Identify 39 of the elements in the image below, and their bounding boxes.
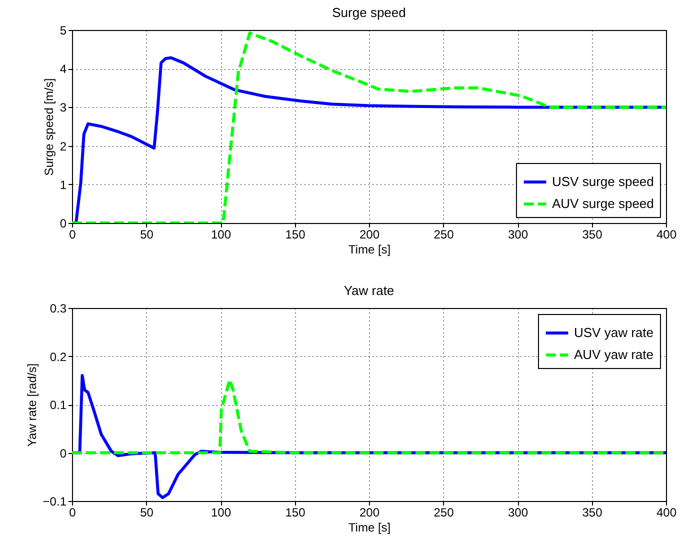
x-tick-label: 100 (210, 506, 232, 520)
x-tick-label: 50 (140, 228, 154, 242)
y-tick-label: 1 (60, 178, 67, 192)
x-tick-label: 0 (69, 506, 76, 520)
x-axis-title: Time [s] (348, 242, 391, 256)
x-tick-label: 300 (508, 506, 528, 520)
legend-label: AUV surge speed (552, 196, 654, 211)
y-tick-label: 0 (60, 216, 67, 230)
y-tick-label: 2 (60, 139, 67, 154)
x-tick-label: 250 (434, 228, 454, 242)
y-tick-label: 0.1 (50, 398, 67, 412)
x-tick-label: 200 (359, 228, 380, 242)
x-tick-label: 350 (582, 228, 603, 242)
y-tick-label: 0 (60, 446, 67, 460)
x-tick-label: 150 (285, 228, 306, 242)
x-tick-label: 50 (140, 506, 154, 520)
y-tick-label: 3 (60, 100, 67, 115)
x-axis-title: Time [s] (348, 520, 391, 534)
chart-title: Yaw rate (344, 283, 394, 298)
x-tick-label: 150 (285, 506, 306, 520)
legend-label: USV yaw rate (574, 325, 654, 340)
legend-label: USV surge speed (552, 174, 654, 189)
x-tick-label: 0 (69, 228, 76, 242)
legend-label: AUV yaw rate (574, 347, 654, 362)
y-tick-label: 5 (60, 24, 67, 38)
y-axis-title: Yaw rate [rad/s] (24, 363, 39, 447)
y-tick-label: −0.1 (42, 494, 67, 508)
y-tick-label: 4 (60, 62, 67, 76)
chart-title: Surge speed (332, 5, 406, 20)
x-tick-label: 400 (656, 228, 677, 242)
x-tick-label: 250 (434, 506, 454, 520)
y-tick-label: 0.3 (50, 302, 67, 316)
y-tick-label: 0.2 (50, 350, 67, 364)
x-tick-label: 200 (359, 506, 380, 520)
y-axis-title: Surge speed [m/s] (42, 78, 56, 176)
x-tick-label: 400 (656, 506, 677, 520)
x-tick-label: 300 (508, 228, 528, 242)
x-tick-label: 100 (210, 228, 232, 242)
x-tick-label: 350 (582, 506, 603, 520)
